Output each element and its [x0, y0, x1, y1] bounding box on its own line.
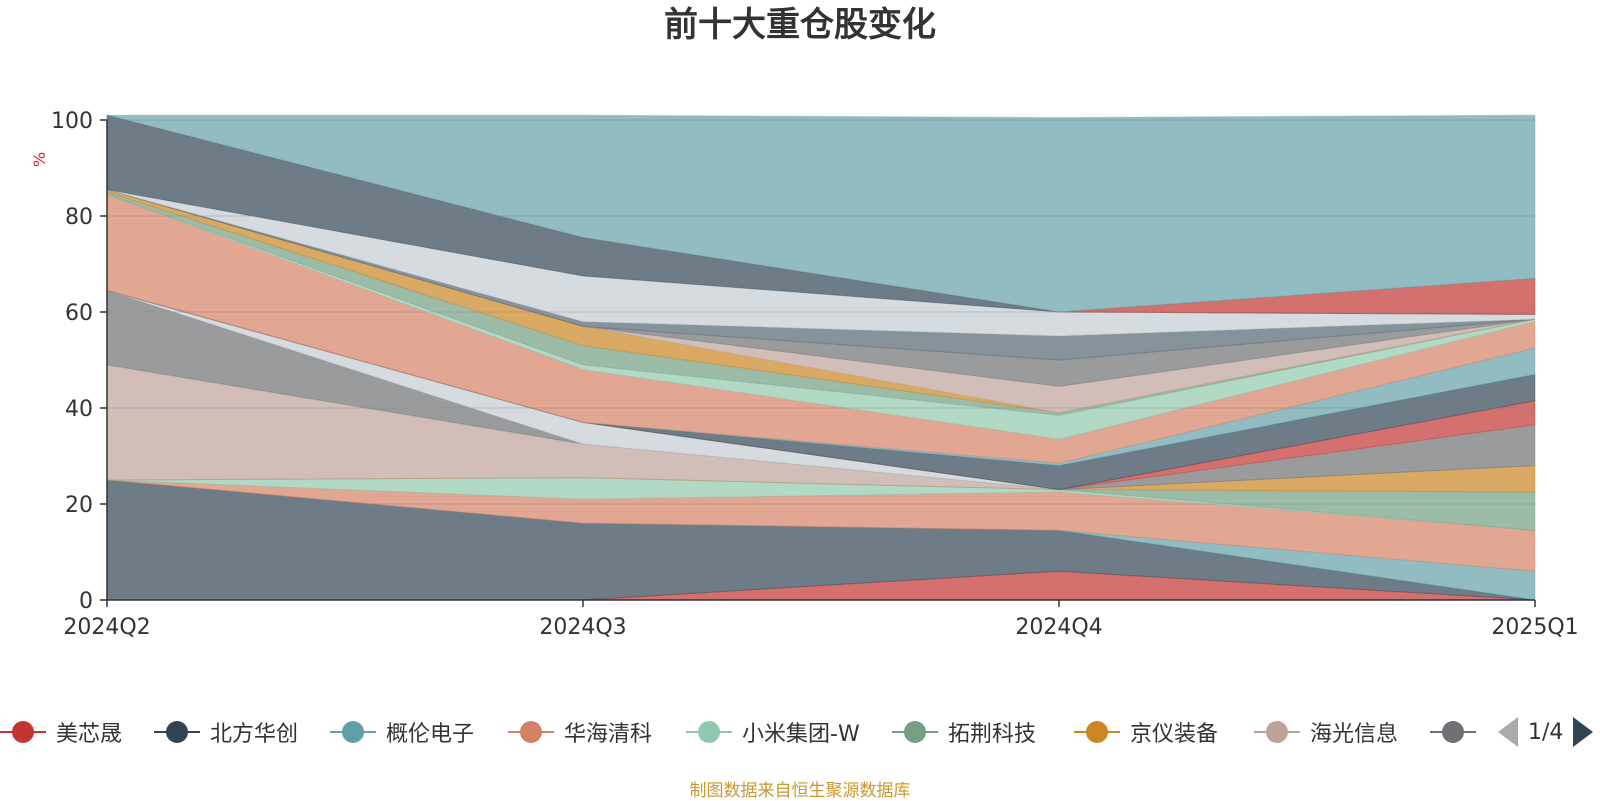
- legend-item[interactable]: 海光信息: [1254, 712, 1398, 752]
- legend: 美芯晟 北方华创 概伦电子 华海清科 小米集团-W 拓荆科技 京仪装备 海光信息 1/4: [0, 712, 1600, 752]
- legend-item[interactable]: 京仪装备: [1074, 712, 1218, 752]
- legend-item[interactable]: 概伦电子: [330, 712, 474, 752]
- x-tick-label: 2024Q3: [539, 615, 626, 640]
- legend-marker-icon: [0, 720, 46, 744]
- y-tick-label: 0: [79, 589, 93, 614]
- stacked-area-chart: 0 20 40 60 80 100 2024Q2 2024Q3 2024Q4 2025Q1: [51, 109, 1579, 640]
- legend-marker-icon: [1254, 720, 1300, 744]
- legend-marker-icon: [508, 720, 554, 744]
- areas-layer: [106, 114, 1536, 601]
- area-band-2: [106, 479, 1536, 601]
- legend-item[interactable]: 小米集团-W: [686, 712, 860, 752]
- axis-layer: 0 20 40 60 80 100 2024Q2 2024Q3 2024Q4 2025Q1: [51, 109, 1579, 640]
- area-band-20: [106, 189, 1536, 337]
- x-tick-label: 2024Q4: [1015, 615, 1102, 640]
- legend-marker-icon: [154, 720, 200, 744]
- data-source-footer: 制图数据来自恒生聚源数据库: [689, 781, 911, 801]
- legend-item[interactable]: 拓荆科技: [892, 712, 1036, 752]
- area-band-12: [106, 289, 1536, 467]
- area-band-8: [106, 289, 1536, 491]
- y-tick-label: 20: [65, 493, 93, 518]
- legend-page-indicator: 1/4: [1528, 719, 1564, 745]
- legend-prev-page-button[interactable]: [1498, 717, 1518, 747]
- x-tick-label: 2025Q1: [1491, 615, 1578, 640]
- legend-marker-icon: [1074, 720, 1120, 744]
- area-band-13: [106, 193, 1536, 464]
- legend-item[interactable]: 华海清科: [508, 712, 652, 752]
- y-tick-label: 40: [65, 397, 93, 422]
- legend-label: 华海清科: [564, 722, 653, 747]
- legend-next-page-button[interactable]: [1573, 717, 1594, 747]
- legend-label: 京仪装备: [1130, 722, 1219, 747]
- legend-marker-icon: [686, 720, 732, 744]
- legend-marker-icon: [1430, 720, 1476, 744]
- y-tick-label: 60: [65, 301, 93, 326]
- legend-item[interactable]: [1430, 712, 1476, 752]
- area-band-11: [106, 289, 1536, 491]
- legend-label: 小米集团-W: [742, 722, 860, 747]
- legend-pager: 1/4: [1498, 712, 1594, 752]
- chart-title: 前十大重仓股变化: [664, 5, 936, 45]
- area-band-23: [106, 114, 1536, 313]
- legend-marker-icon: [330, 720, 376, 744]
- legend-marker-icon: [892, 720, 938, 744]
- legend-label: 概伦电子: [386, 722, 475, 747]
- legend-label: 拓荆科技: [948, 722, 1037, 747]
- legend-item[interactable]: 北方华创: [154, 712, 298, 752]
- legend-item[interactable]: 美芯晟: [0, 712, 122, 752]
- area-band-10: [106, 289, 1536, 491]
- legend-label: 美芯晟: [56, 722, 123, 747]
- legend-label: 北方华创: [210, 722, 299, 747]
- y-tick-label: 80: [65, 205, 93, 230]
- y-tick-label: 100: [51, 109, 93, 134]
- x-tick-label: 2024Q2: [63, 615, 150, 640]
- legend-label: 海光信息: [1310, 722, 1399, 747]
